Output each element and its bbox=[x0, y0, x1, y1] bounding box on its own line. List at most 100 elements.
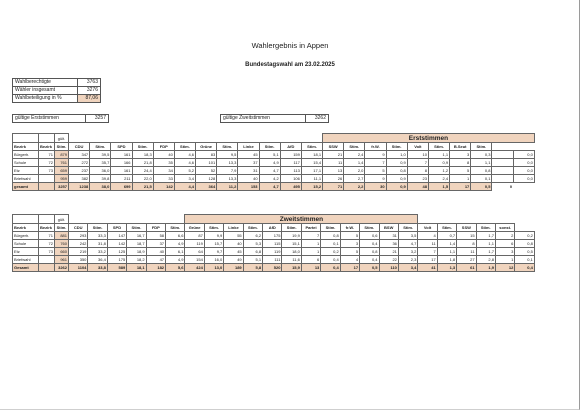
total-cell: 589 bbox=[106, 263, 128, 272]
total-cell: 153 bbox=[237, 182, 260, 191]
table-cell: 2,4 bbox=[343, 150, 366, 159]
table-cell: 6 bbox=[300, 255, 322, 264]
table-cell: 4,9 bbox=[165, 239, 186, 248]
table-cell: 55 bbox=[223, 231, 244, 240]
table-cell: 8 bbox=[456, 239, 477, 248]
table-cell: 350 bbox=[67, 255, 89, 264]
table-cell: 52 bbox=[195, 166, 218, 175]
table-cell: 5 bbox=[339, 231, 361, 240]
table-cell: 87 bbox=[184, 231, 205, 240]
table-cell: 659 bbox=[54, 166, 69, 175]
valid-first-label: gültige Erststimmen bbox=[12, 114, 86, 123]
table-cell: 1,2 bbox=[427, 166, 451, 175]
party-header: SSW bbox=[322, 142, 345, 151]
header-blank bbox=[38, 133, 55, 143]
table-cell: 0,0 bbox=[512, 166, 535, 175]
table-cell bbox=[491, 166, 514, 175]
summary-row-voters: Wähler insgesamt 3276 bbox=[12, 86, 101, 95]
table-cell: 18,1 bbox=[300, 150, 324, 159]
table-cell: 72 bbox=[38, 158, 55, 167]
total-cell: 110 bbox=[378, 263, 399, 272]
total-cell: 0,4 bbox=[514, 263, 535, 272]
table-cell: 39,8 bbox=[89, 174, 112, 183]
table-cell: 272 bbox=[67, 158, 91, 167]
table-cell: 2,4 bbox=[427, 174, 451, 183]
party-header: Stim. bbox=[89, 142, 112, 151]
total-cell: 71 bbox=[322, 182, 345, 191]
table-cell: 119 bbox=[184, 239, 205, 248]
party-header: FDP bbox=[152, 142, 175, 151]
table-cell: 761 bbox=[54, 158, 69, 167]
party-header-row: Bezirk Bezirk Stim. CDU Stim. SPD Stim. FDP Stim… bbox=[12, 142, 535, 151]
table-cell: 39,5 bbox=[89, 150, 112, 159]
total-row: gesamt 3257 1238 38,0 699 21,5 142 4,4 364 11,2 15… bbox=[12, 182, 535, 191]
table-cell: 71 bbox=[38, 231, 55, 240]
total-cell: 1,5 bbox=[427, 182, 451, 191]
header-district-no: Bezirk bbox=[38, 223, 55, 232]
table-cell: 0,2 bbox=[320, 247, 341, 256]
total-cell: 38,0 bbox=[89, 182, 112, 191]
table-cell: 0,1 bbox=[470, 174, 493, 183]
table-cell: 4,6 bbox=[173, 150, 197, 159]
party-header: BSW bbox=[378, 223, 399, 232]
table-cell: 5 bbox=[449, 166, 472, 175]
table-cell: 11 bbox=[417, 239, 438, 248]
summary-value: 87,06 bbox=[77, 94, 101, 103]
party-header: AfD bbox=[262, 223, 283, 232]
table-cell: 58 bbox=[145, 231, 167, 240]
total-cell: 495 bbox=[279, 182, 302, 191]
valid-second-value: 3262 bbox=[305, 114, 329, 123]
table-cell: 0,4 bbox=[320, 255, 341, 264]
table-cell: 660 bbox=[54, 247, 69, 256]
table-cell: 1,1 bbox=[470, 158, 493, 167]
table-cell: 9 bbox=[364, 174, 387, 183]
table-cell: 2 bbox=[494, 231, 516, 240]
table-cell: 24,4 bbox=[131, 166, 154, 175]
table-cell bbox=[491, 158, 514, 167]
table-cell: 0,0 bbox=[512, 150, 535, 159]
table-cell: 237 bbox=[67, 166, 91, 175]
party-header: Grüne bbox=[195, 142, 218, 151]
header-blank bbox=[69, 215, 185, 224]
table-cell: 293 bbox=[67, 231, 89, 240]
header-valid: gült. bbox=[54, 133, 69, 143]
table-cell: 113 bbox=[279, 166, 302, 175]
table-cell: 211 bbox=[110, 174, 133, 183]
total-cell: 15,9 bbox=[281, 263, 302, 272]
table-cell: 7,9 bbox=[216, 166, 239, 175]
table-cell: 3 bbox=[449, 150, 472, 159]
total-cell: 1104 bbox=[67, 263, 89, 272]
table-cell: 111 bbox=[262, 255, 283, 264]
table-cell: 3,4 bbox=[173, 174, 197, 183]
table-row: Bürgerh. 71 879 347 39,5 161 18,3 40 4,6 83 9,5 45 5… bbox=[12, 150, 535, 159]
table-cell: 83 bbox=[195, 150, 218, 159]
table-cell: 9,5 bbox=[216, 150, 239, 159]
party-header: Linke bbox=[237, 142, 260, 151]
table-cell: 117 bbox=[279, 158, 302, 167]
header-district: Bezirk bbox=[12, 223, 39, 232]
table-cell: 159 bbox=[279, 150, 302, 159]
table-cell: 7 bbox=[364, 158, 387, 167]
party-header: Stim. bbox=[397, 223, 419, 232]
table-cell bbox=[38, 174, 55, 183]
table-cell: 347 bbox=[67, 150, 91, 159]
table-cell: 5,1 bbox=[242, 255, 264, 264]
table-cell: 0,3 bbox=[470, 150, 493, 159]
header-blank bbox=[38, 214, 55, 224]
district-name: Briefwahl bbox=[12, 255, 39, 264]
table-cell: 4,7 bbox=[397, 239, 419, 248]
table-cell: 0,4 bbox=[359, 255, 380, 264]
party-header: Stim. bbox=[281, 223, 302, 232]
table-cell: 21 bbox=[322, 150, 345, 159]
table-cell: 1 bbox=[449, 174, 472, 183]
valid-first-votes-box: gültige Erststimmen 3257 bbox=[12, 114, 109, 123]
table-cell: 115 bbox=[262, 239, 283, 248]
table-cell: 166 bbox=[110, 158, 133, 167]
valid-second-votes-box: gültige Zweitstimmen 3262 bbox=[220, 114, 329, 123]
table-cell: 45 bbox=[223, 247, 244, 256]
table-cell: 7 bbox=[417, 247, 438, 256]
party-header: Stim. bbox=[427, 142, 451, 151]
total-cell: 1,9 bbox=[475, 263, 496, 272]
table-cell: 11 bbox=[322, 158, 345, 167]
table-row: Schule 72 761 272 35,7 166 21,8 35 4,6 101 13,3 37 4… bbox=[12, 158, 535, 167]
